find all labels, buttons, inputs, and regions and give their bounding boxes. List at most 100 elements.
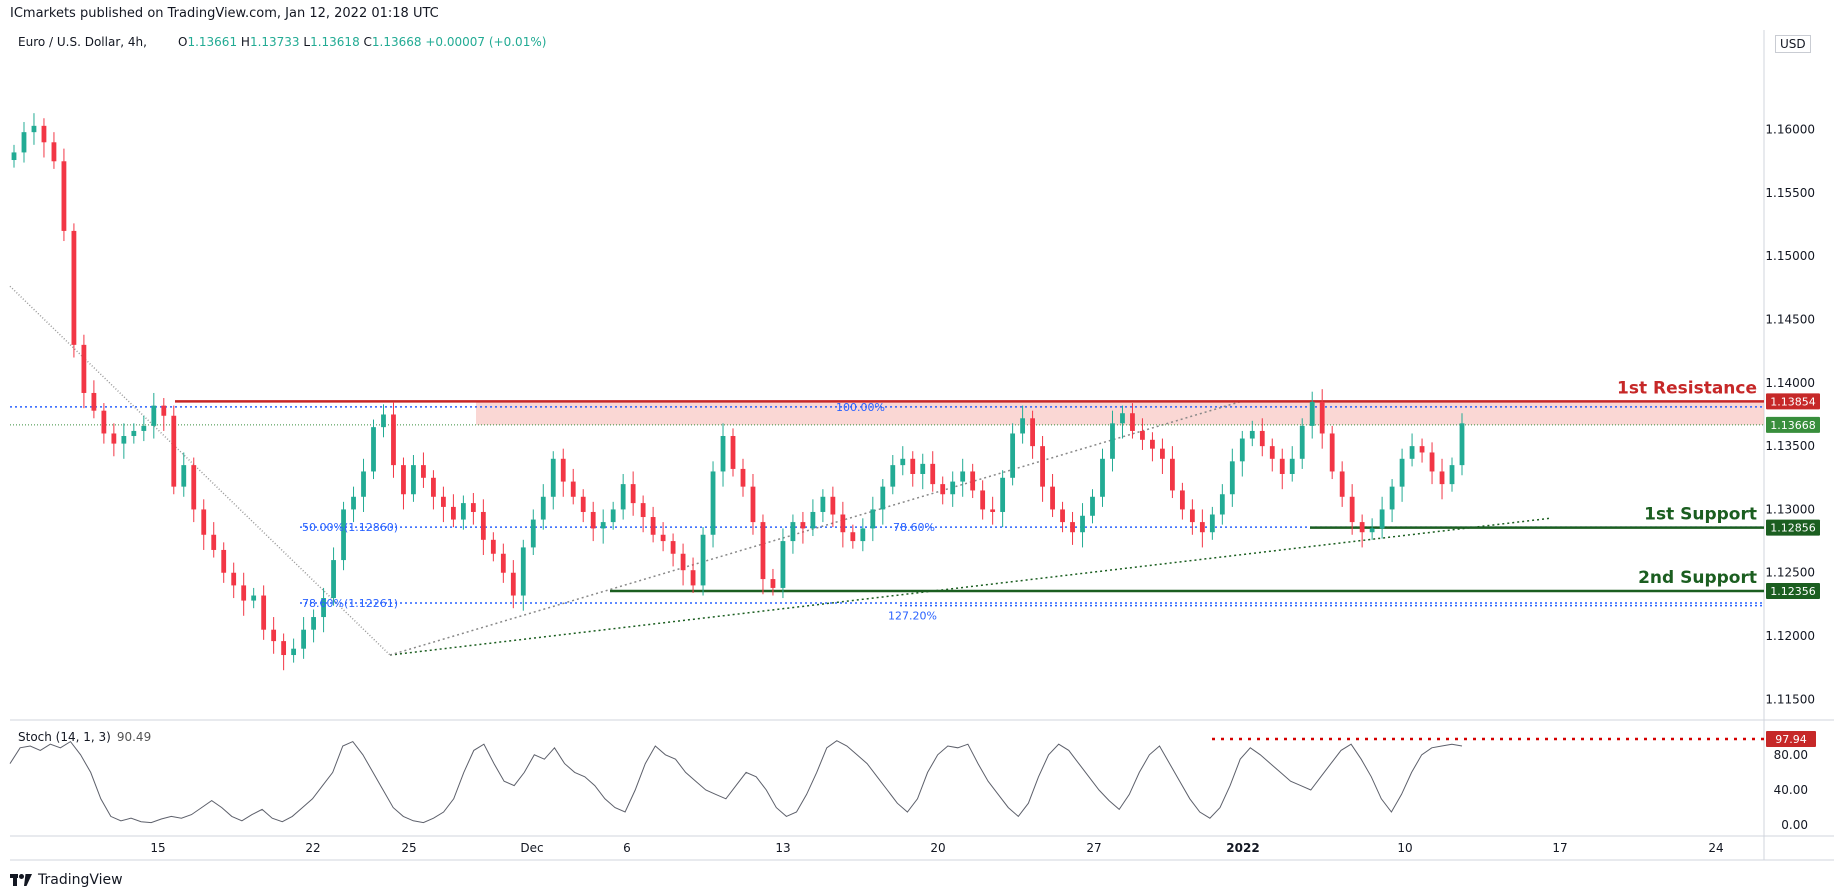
stoch-axis-tick: 0.00 (1781, 818, 1808, 832)
low-label: L (303, 35, 311, 49)
candle-body (930, 463, 936, 485)
candle-body (271, 629, 277, 642)
candle-body (1219, 494, 1225, 515)
candle-body (490, 539, 496, 554)
candle-body (1060, 509, 1065, 523)
candle-body (371, 427, 376, 472)
candle-body (1120, 413, 1125, 424)
overbought-tag (1766, 731, 1816, 748)
candle-body (680, 553, 686, 571)
candle-body (1369, 528, 1375, 533)
candle-body (690, 570, 696, 586)
candle-body (850, 532, 856, 542)
fib-label: 100.00% (836, 401, 885, 414)
candle-body (560, 458, 566, 482)
change-value: +0.00007 (+0.01%) (425, 35, 547, 49)
candle-body (1269, 446, 1275, 459)
price-axis-tick: 1.14500 (1765, 313, 1815, 327)
candle-body (1080, 515, 1085, 533)
candle-body (610, 509, 616, 523)
time-axis-tick: 10 (1397, 841, 1412, 855)
candle-body (361, 471, 366, 497)
level-price-tag (1766, 582, 1820, 599)
symbol-title[interactable]: Euro / U.S. Dollar, 4h, (18, 35, 147, 49)
candle-body (351, 496, 356, 510)
tradingview-brand: TradingView (38, 872, 123, 888)
candle-body (1030, 418, 1035, 447)
candle-body (201, 509, 207, 535)
candle-body (510, 572, 516, 596)
candle-body (51, 142, 57, 162)
price-axis-tick: 1.15000 (1765, 249, 1815, 263)
down-trend-line (9, 285, 391, 656)
candle-body (1110, 423, 1115, 459)
candle-body (181, 465, 187, 487)
candle-body (600, 522, 606, 529)
tradingview-footer[interactable]: TradingView (10, 872, 123, 888)
candle-body (570, 481, 576, 497)
candle-body (1359, 522, 1365, 533)
candle-body (331, 560, 336, 599)
candle-body (1100, 458, 1105, 497)
candle-body (281, 641, 287, 656)
candle-body (790, 522, 796, 542)
price-axis-tick: 1.11500 (1765, 692, 1815, 706)
candle-body (341, 509, 346, 561)
candle-body (1289, 458, 1295, 474)
fib-label: 78.60% (893, 521, 935, 534)
candle-body (1189, 509, 1195, 523)
candle-body (740, 468, 746, 487)
candle-body (1199, 522, 1205, 533)
resistance-zone (476, 401, 1764, 425)
candle-body (1239, 438, 1245, 462)
price-axis-tick: 1.16000 (1765, 123, 1815, 137)
candle-body (1010, 433, 1016, 478)
candle-body (1309, 401, 1315, 426)
candle-body (580, 496, 586, 512)
candle-body (1020, 418, 1026, 434)
candle-body (1339, 471, 1345, 497)
open-value: 1.13661 (187, 35, 238, 49)
candle-body (720, 436, 726, 472)
candle-body (900, 458, 906, 466)
candle-body (980, 490, 986, 510)
candle-body (151, 405, 157, 426)
time-axis-tick: 24 (1708, 841, 1723, 855)
candle-body (1070, 522, 1075, 533)
stoch-axis-tick: 40.00 (1774, 783, 1808, 797)
currency-selector[interactable]: USD (1775, 35, 1811, 53)
candle-body (1160, 448, 1165, 459)
candle-body (1419, 446, 1425, 453)
candle-body (101, 410, 107, 434)
candle-body (830, 496, 836, 515)
candle-body (1299, 425, 1305, 459)
level-price-tag (1766, 393, 1820, 410)
candle-body (441, 496, 446, 507)
candle-body (381, 414, 386, 428)
candle-body (970, 471, 976, 491)
candle-body (1409, 446, 1415, 459)
candle-body (540, 496, 546, 520)
candle-body (1050, 486, 1055, 510)
candle-body (21, 132, 27, 153)
candle-body (1279, 458, 1285, 474)
candle-body (1229, 461, 1235, 495)
tradingview-logo-icon (10, 874, 32, 886)
stoch-value: 90.49 (116, 730, 152, 744)
candle-body (650, 517, 656, 535)
high-label: H (240, 35, 250, 49)
candle-body (520, 547, 526, 596)
candle-body (960, 471, 966, 482)
candle-body (550, 458, 556, 497)
candle-body (920, 463, 926, 474)
candle-body (161, 405, 167, 416)
candle-body (1179, 490, 1185, 510)
candle-body (291, 648, 297, 656)
candle-body (800, 522, 806, 529)
candle-body (870, 509, 876, 529)
candle-body (700, 534, 706, 586)
time-axis-tick: 27 (1086, 841, 1101, 855)
level-label: 1st Support (1644, 505, 1757, 525)
price-axis-tick: 1.13000 (1765, 502, 1815, 516)
